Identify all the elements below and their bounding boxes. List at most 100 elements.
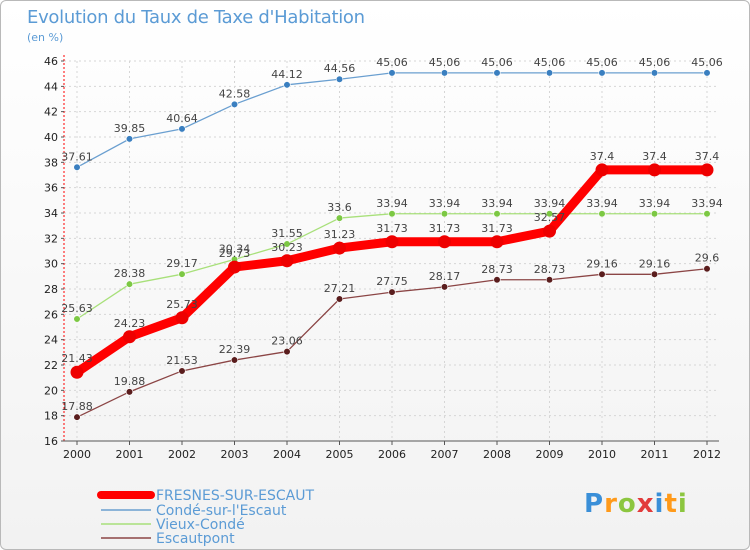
series-2-point [73,315,81,323]
y-tick-label: 40 [44,131,58,144]
series-1-data-label: 45.06 [534,56,566,69]
x-tick-label: 2000 [63,448,91,461]
series-2-point [545,210,554,218]
series-3-point [703,265,711,273]
series-3-point [73,413,81,421]
series-1-point [178,125,186,133]
series-2-point [650,210,659,218]
series-0-point [175,311,189,325]
logo-letter: t [664,489,678,519]
series-2-data-label: 33.94 [586,197,618,210]
y-tick-label: 34 [44,207,58,220]
series-3-data-label: 28.17 [429,270,461,283]
series-0-data-label: 25.73 [166,298,198,311]
x-tick-label: 2012 [693,448,721,461]
series-3-data-label: 28.73 [534,263,566,276]
series-1-point [440,69,449,77]
x-tick-label: 2010 [588,448,616,461]
series-3-point [388,288,396,296]
series-3-data-label: 22.39 [219,343,251,356]
series-1-point [650,69,659,77]
x-tick-label: 2005 [326,448,354,461]
y-tick-label: 36 [44,182,58,195]
series-2-data-label: 33.94 [534,197,566,210]
y-tick-label: 46 [44,55,58,68]
series-3-point [650,270,659,278]
series-2-data-label: 25.63 [61,302,93,315]
series-3-data-label: 17.88 [61,400,93,413]
series-3-data-label: 29.16 [639,257,671,270]
series-0-point [333,241,346,255]
series-0-data-label: 31.23 [324,228,356,241]
series-1-data-label: 37.61 [61,150,93,163]
series-1-point [335,75,344,83]
legend-label-2: Vieux-Condé [156,517,245,533]
x-tick-label: 2011 [641,448,669,461]
series-1-data-label: 45.06 [376,56,408,69]
series-2-data-label: 33.94 [691,197,723,210]
y-tick-label: 18 [44,410,58,423]
y-tick-label: 26 [44,308,58,321]
series-2-data-label: 31.55 [271,227,303,240]
series-2-data-label: 33.94 [481,197,513,210]
series-3-point [125,388,134,396]
series-3-point [178,367,186,375]
series-1-data-label: 39.85 [114,122,146,135]
x-tick-label: 2008 [483,448,511,461]
series-1-point [73,163,81,171]
series-0-data-label: 29.73 [219,247,251,260]
legend-label-0: FRESNES-SUR-ESCAUT [156,488,314,504]
logo-letter: o [617,489,637,519]
series-2-data-label: 30.34 [219,242,251,255]
series-3-point [230,356,239,364]
y-tick-label: 44 [44,80,58,93]
series-0-data-label: 31.73 [376,222,408,235]
series-0-data-label: 21.43 [61,352,93,365]
logo-letter: i [677,489,688,519]
y-tick-label: 16 [44,435,58,448]
series-1-point [230,100,239,108]
series-0-data-label: 37.4 [590,150,615,163]
series-0-data-label: 32.57 [534,211,566,224]
series-1-point [283,81,291,89]
series-1-data-label: 42.58 [219,87,251,100]
series-1-data-label: 45.06 [691,56,723,69]
series-1-point [545,69,554,77]
series-1-data-label: 45.06 [429,56,461,69]
series-2-point [178,270,186,278]
series-1-point [703,69,711,77]
series-2-point [598,210,606,218]
series-2-data-label: 33.94 [429,197,461,210]
chart-subtitle: (en %) [27,31,64,44]
series-1-data-label: 44.12 [271,68,303,81]
series-3-data-label: 28.73 [481,263,513,276]
series-0-point [123,330,136,344]
x-tick-label: 2006 [378,448,406,461]
series-3-data-label: 23.06 [271,335,303,348]
y-tick-label: 38 [44,156,58,169]
y-tick-label: 20 [44,384,58,397]
series-3-point [440,283,449,291]
x-tick-label: 2003 [221,448,249,461]
chart-title: Evolution du Taux de Taxe d'Habitation [27,7,365,28]
logo-letter: x [636,489,655,519]
series-3-data-label: 29.6 [695,252,720,265]
series-0-data-label: 31.73 [481,222,513,235]
series-0-point [700,163,714,177]
series-3-point [493,276,501,284]
series-1-point [388,69,396,77]
series-2-data-label: 28.38 [114,267,146,280]
series-0-point [543,224,556,238]
x-tick-label: 2001 [116,448,144,461]
series-3-point [545,276,554,284]
x-tick-label: 2004 [273,448,301,461]
series-3-point [335,295,344,303]
y-tick-label: 32 [44,232,58,245]
x-tick-label: 2009 [536,448,564,461]
series-2-data-label: 29.17 [166,257,198,270]
series-2-point [125,280,134,288]
series-1-point [598,69,606,77]
y-tick-label: 24 [44,334,58,347]
y-tick-label: 28 [44,283,58,296]
